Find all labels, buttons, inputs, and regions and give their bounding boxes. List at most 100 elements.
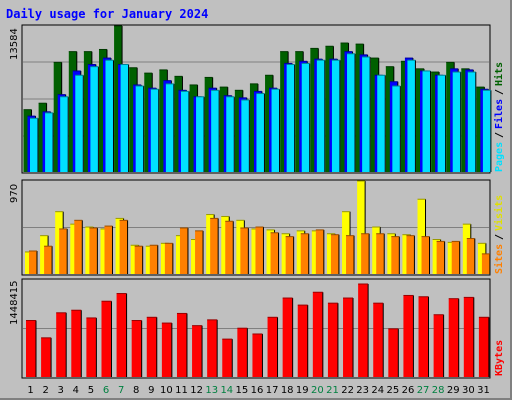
bar-sites bbox=[315, 229, 324, 274]
bar-sites bbox=[149, 245, 158, 274]
bar-pages bbox=[377, 75, 386, 172]
bar-kbytes bbox=[312, 292, 323, 377]
bar-pages bbox=[482, 90, 491, 172]
legend-hits: Hits bbox=[493, 62, 505, 86]
bar-pages bbox=[75, 75, 84, 172]
x-tick-label: 17 bbox=[266, 385, 279, 396]
bar-kbytes bbox=[478, 317, 489, 377]
legend-top: Pages / Files / Hits bbox=[493, 62, 505, 172]
bar-pages bbox=[362, 56, 371, 172]
bar-kbytes bbox=[116, 293, 127, 377]
bar-pages bbox=[437, 75, 446, 172]
bar-pages bbox=[60, 96, 69, 172]
bar-kbytes bbox=[388, 328, 399, 377]
x-tick-label: 31 bbox=[477, 385, 490, 396]
x-tick-label: 18 bbox=[281, 385, 294, 396]
bar-kbytes bbox=[433, 314, 444, 377]
bar-sites bbox=[104, 226, 113, 274]
x-tick-label: 4 bbox=[73, 385, 79, 396]
x-tick-label: 15 bbox=[236, 385, 249, 396]
bar-pages bbox=[150, 89, 159, 172]
bar-pages bbox=[407, 60, 416, 172]
bar-kbytes bbox=[146, 317, 157, 377]
bar-pages bbox=[422, 70, 431, 172]
bar-kbytes bbox=[176, 313, 187, 377]
bar-pages bbox=[45, 112, 54, 172]
legend-bottom: KBytes bbox=[494, 340, 505, 376]
bar-sites bbox=[481, 253, 490, 274]
bars-middle bbox=[25, 180, 491, 274]
x-tick-label: 29 bbox=[447, 385, 460, 396]
bar-sites bbox=[210, 218, 219, 274]
legend-slash-2: / bbox=[494, 89, 505, 95]
bar-visits bbox=[357, 181, 366, 274]
bar-kbytes bbox=[418, 296, 429, 377]
bar-sites bbox=[391, 236, 400, 274]
bar-sites bbox=[285, 236, 294, 274]
x-tick-label: 6 bbox=[103, 385, 109, 396]
bar-pages bbox=[165, 83, 174, 172]
bar-kbytes bbox=[41, 337, 52, 377]
panel-kbytes: 1448415 KBytes bbox=[9, 278, 505, 379]
bar-pages bbox=[347, 53, 356, 172]
bar-kbytes bbox=[71, 310, 82, 377]
bar-hits bbox=[249, 83, 258, 172]
bar-kbytes bbox=[26, 320, 36, 377]
bar-pages bbox=[120, 64, 129, 172]
bar-sites bbox=[29, 250, 37, 274]
bar-pages bbox=[286, 64, 295, 172]
x-tick-label: 1 bbox=[27, 385, 33, 396]
bars-bottom bbox=[26, 283, 490, 377]
bar-pages bbox=[467, 72, 476, 172]
bar-visits bbox=[251, 228, 260, 274]
bar-sites bbox=[195, 230, 204, 274]
bar-pages bbox=[316, 60, 325, 172]
legend-files: Files bbox=[493, 99, 505, 129]
x-tick-label: 8 bbox=[133, 385, 139, 396]
bar-sites bbox=[225, 221, 234, 274]
bar-pages bbox=[180, 91, 189, 172]
bar-sites bbox=[300, 233, 309, 274]
ymax-label-middle: 970 bbox=[9, 184, 20, 203]
bar-kbytes bbox=[237, 328, 248, 377]
ymax-label-top: 13584 bbox=[9, 28, 20, 60]
bar-pages bbox=[196, 96, 205, 172]
bar-sites bbox=[330, 234, 339, 274]
bar-sites bbox=[134, 246, 143, 274]
bar-kbytes bbox=[207, 319, 218, 377]
bar-pages bbox=[226, 96, 235, 172]
bar-kbytes bbox=[297, 305, 308, 377]
chart-title: Daily usage for January 2024 bbox=[6, 7, 209, 21]
x-tick-label: 2 bbox=[42, 385, 48, 396]
bar-sites bbox=[466, 238, 475, 274]
bar-kbytes bbox=[463, 297, 474, 377]
bar-sites bbox=[89, 227, 98, 274]
bar-kbytes bbox=[327, 303, 338, 377]
bar-sites bbox=[255, 227, 264, 274]
bars-top bbox=[23, 25, 492, 173]
ymax-label-bottom: 1448415 bbox=[9, 280, 20, 325]
bar-kbytes bbox=[86, 317, 97, 377]
x-tick-label: 12 bbox=[190, 385, 203, 396]
bar-pages bbox=[301, 63, 310, 173]
x-tick-label: 11 bbox=[175, 385, 188, 396]
bar-kbytes bbox=[267, 317, 278, 377]
bar-kbytes bbox=[131, 320, 142, 377]
bar-kbytes bbox=[448, 298, 459, 377]
bar-sites bbox=[376, 233, 385, 274]
bar-pages bbox=[331, 60, 340, 172]
bar-sites bbox=[406, 235, 415, 274]
x-tick-label: 27 bbox=[417, 385, 430, 396]
bar-sites bbox=[436, 241, 445, 274]
bar-sites bbox=[164, 243, 173, 274]
bar-kbytes bbox=[161, 323, 172, 377]
x-tick-label: 19 bbox=[296, 385, 309, 396]
x-axis-labels: 1 2 3 4 5 6 7 8 9 10 11 12 13 14 15 16 17 18 19 20 21 22 23 24 2… bbox=[27, 385, 489, 396]
bar-pages bbox=[271, 89, 280, 172]
legend-pages: Pages bbox=[494, 142, 505, 172]
x-tick-label: 25 bbox=[387, 385, 400, 396]
bar-kbytes bbox=[222, 339, 233, 377]
bar-pages bbox=[452, 72, 461, 172]
bar-sites bbox=[421, 236, 430, 274]
